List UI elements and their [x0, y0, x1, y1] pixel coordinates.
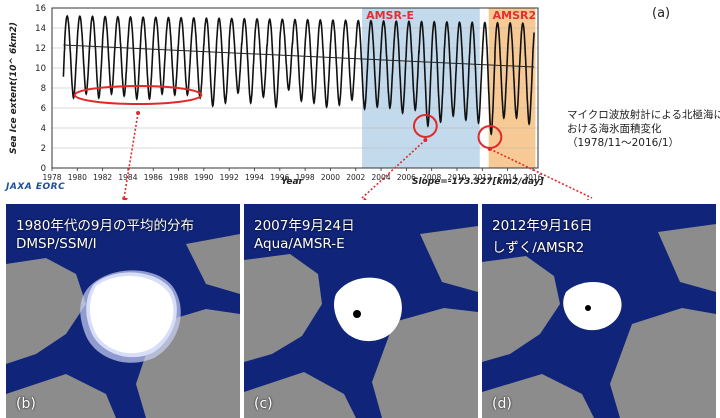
land-mass	[658, 224, 716, 292]
map-panel-d: 2012年9月16日 しずく/AMSR2 (d)	[482, 204, 716, 418]
x-tick-label: 1986	[144, 173, 163, 182]
arrow-to-map-d-origin	[487, 147, 492, 151]
x-tick-label: 2000	[321, 173, 340, 182]
arrow-to-map-b-origin	[136, 111, 141, 115]
connector-arrows	[121, 111, 593, 200]
panel-tag-a: (a)	[652, 6, 671, 21]
map-sensor-c: Aqua/AMSR-E	[254, 236, 345, 252]
x-tick-label: 1994	[245, 173, 264, 182]
y-tick-label: 8	[41, 84, 46, 94]
map-title-b: 1980年代の9月の平均的分布	[16, 218, 194, 234]
arrow-to-map-b-head	[121, 197, 128, 200]
region-label-amsr-e: AMSR-E	[366, 9, 414, 22]
chart-axes: 0246810121416197819801982198419861988199…	[35, 4, 543, 182]
sea-ice-extent-line	[62, 14, 535, 136]
highlight-1980s-september	[73, 85, 203, 105]
x-tick-label: 1980	[68, 173, 87, 182]
land-mass	[244, 254, 322, 362]
map-letter-d: (d)	[492, 396, 512, 412]
sea-ice-series	[62, 14, 535, 136]
map-letter-c: (c)	[254, 396, 273, 412]
land-mass	[610, 308, 716, 418]
slope-label: Slope=-173.327[km2/day]	[412, 177, 545, 187]
x-tick-label: 2004	[372, 173, 391, 182]
x-tick-label: 1988	[169, 173, 188, 182]
land-mass	[186, 234, 240, 294]
land-mass	[6, 374, 116, 418]
jaxa-eorc-logo: JAXA EORC	[6, 182, 66, 192]
land-mass	[420, 226, 478, 292]
trend-line-group	[63, 44, 535, 68]
x-tick-label: 2012	[473, 173, 492, 182]
x-tick-label: 2002	[346, 173, 365, 182]
region-label-amsr2: AMSR2	[493, 9, 537, 22]
sea-ice	[89, 275, 174, 354]
x-tick-label: 1996	[270, 173, 289, 182]
land-mass	[6, 258, 86, 364]
x-tick-label: 2010	[447, 173, 466, 182]
arrow-to-map-c-origin	[423, 138, 428, 142]
chart-caption: マイクロ波放射計による北極海に おける海氷面積変化 （1978/11～2016/…	[567, 108, 720, 150]
land-mass	[482, 374, 594, 418]
y-tick-label: 6	[41, 104, 46, 114]
y-tick-label: 10	[35, 64, 46, 74]
arctic-map-c	[244, 226, 478, 418]
x-tick-label: 1978	[42, 173, 61, 182]
y-tick-label: 14	[35, 24, 46, 34]
caption-line-2: おける海氷面積変化	[567, 123, 662, 135]
pole-hole	[585, 305, 591, 311]
y-tick-label: 0	[41, 164, 46, 174]
x-tick-label: 1982	[93, 173, 112, 182]
arrow-to-map-b	[123, 112, 139, 199]
land-mass	[482, 256, 560, 362]
x-tick-label: 2008	[422, 173, 441, 182]
x-tick-label: 1998	[296, 173, 315, 182]
y-axis-label: Sea Ice extent(10^ 6km2)	[9, 22, 19, 154]
y-tick-label: 12	[35, 44, 46, 54]
arrow-to-map-d	[489, 148, 593, 199]
x-tick-label: 2016	[523, 173, 542, 182]
caption-line-1: マイクロ波放射計による北極海に	[567, 109, 720, 121]
arctic-map-b	[6, 234, 240, 418]
plot-frame	[51, 7, 539, 169]
arrow-to-map-d-head	[586, 198, 590, 200]
map-panel-b: 1980年代の9月の平均的分布 DMSP/SSM/I (b)	[6, 204, 240, 418]
map-panel-c: 2007年9月24日 Aqua/AMSR-E (c)	[244, 204, 478, 418]
y-tick-label: 16	[35, 4, 46, 14]
caption-line-3: （1978/11～2016/1）	[567, 137, 680, 149]
x-axis-label: Year	[281, 177, 304, 187]
land-mass	[244, 372, 356, 418]
land-mass	[372, 308, 478, 418]
x-tick-label: 1990	[194, 173, 213, 182]
highlight-2007-minimum	[412, 114, 438, 138]
x-tick-label: 2006	[397, 173, 416, 182]
map-sensor-d: しずく/AMSR2	[492, 240, 585, 256]
map-sensor-b: DMSP/SSM/I	[16, 236, 97, 252]
y-tick-label: 4	[41, 124, 46, 134]
sea-ice	[563, 281, 622, 331]
arctic-map-d	[482, 224, 716, 418]
y-tick-label: 2	[41, 144, 46, 154]
sea-ice-chart: AMSR-E AMSR2 0 2 4 6 8 10 12 14 16 1978 1980 1982 198…	[9, 4, 593, 200]
map-title-d: 2012年9月16日	[492, 218, 593, 234]
map-letter-b: (b)	[16, 396, 36, 412]
x-tick-label: 2014	[498, 173, 517, 182]
pole-hole	[353, 310, 361, 318]
arrow-to-map-c-head	[363, 197, 367, 200]
sea-ice	[334, 277, 402, 342]
map-title-c: 2007年9月24日	[254, 218, 355, 234]
x-tick-label: 1992	[220, 173, 239, 182]
trend-line	[63, 44, 535, 68]
